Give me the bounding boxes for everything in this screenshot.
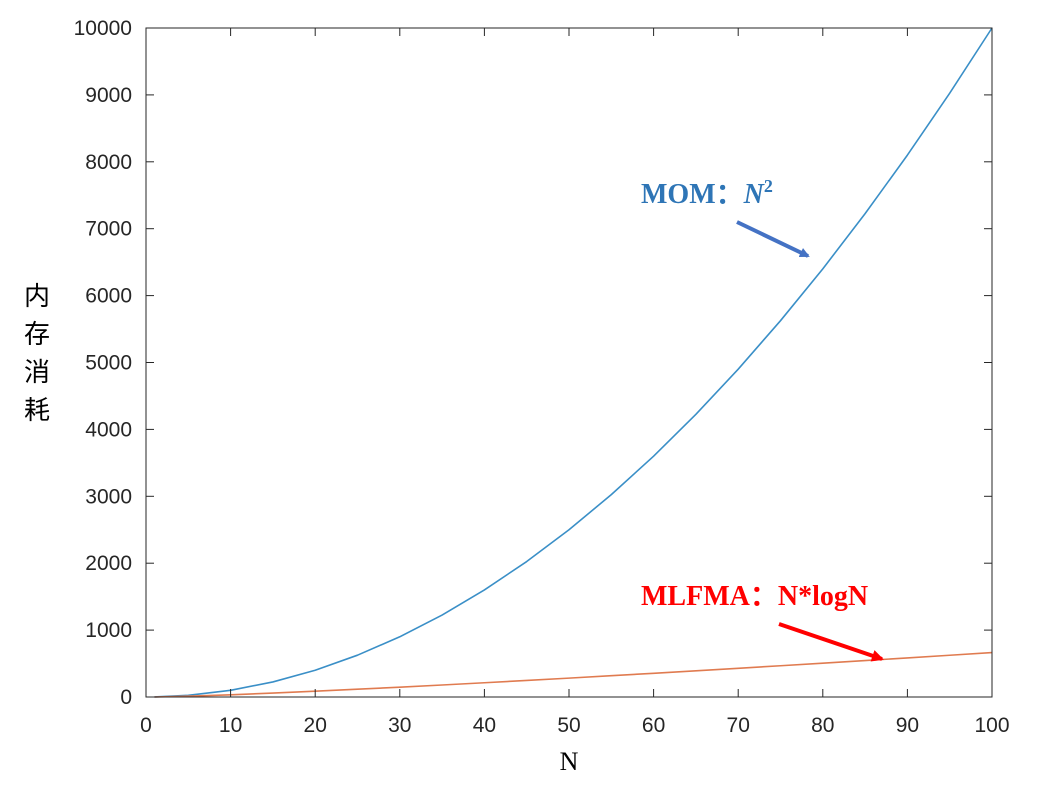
x-tick-label: 60 bbox=[642, 714, 665, 737]
x-tick-label: 80 bbox=[811, 714, 834, 737]
y-tick-label: 0 bbox=[120, 686, 132, 709]
x-tick-label: 20 bbox=[304, 714, 327, 737]
ticks-layer: 0 10 20 30 40 50 60 70 80 90 100010002000300040005… bbox=[74, 17, 1010, 737]
y-tick-label: 9000 bbox=[85, 84, 132, 107]
series-layer bbox=[154, 27, 993, 698]
x-axis-label: N bbox=[560, 747, 579, 776]
y-tick-label: 7000 bbox=[85, 218, 132, 241]
annotation-mom: MOM：N2 bbox=[641, 176, 810, 258]
x-tick-label: 50 bbox=[557, 714, 580, 737]
y-tick-label: 1000 bbox=[85, 619, 132, 642]
x-tick-label: 70 bbox=[727, 714, 750, 737]
y-tick-label: 5000 bbox=[85, 352, 132, 375]
y-tick-label: 10000 bbox=[74, 17, 132, 40]
annotation-mom-superscript: 2 bbox=[764, 176, 773, 196]
y-tick-label: 4000 bbox=[85, 418, 132, 441]
series-line-1 bbox=[154, 651, 993, 698]
x-tick-label: 10 bbox=[219, 714, 242, 737]
y-tick-label: 3000 bbox=[85, 485, 132, 508]
x-tick-label: 100 bbox=[974, 714, 1009, 737]
y-tick-label: 8000 bbox=[85, 151, 132, 174]
x-tick-label: 30 bbox=[388, 714, 411, 737]
annotation-mlfma-label: MLFMA：N*logN bbox=[641, 581, 868, 612]
annotation-mom-math: N bbox=[743, 179, 766, 210]
y-tick-label: 2000 bbox=[85, 552, 132, 575]
annotation-mlfma: MLFMA：N*logN bbox=[641, 581, 884, 662]
x-tick-label: 0 bbox=[140, 714, 152, 737]
x-tick-label: 40 bbox=[473, 714, 496, 737]
annotation-mlfma-arrow bbox=[778, 622, 884, 662]
y-tick-label: 6000 bbox=[85, 285, 132, 308]
annotation-mom-arrow bbox=[736, 220, 810, 258]
x-tick-label: 90 bbox=[896, 714, 919, 737]
series-line-0 bbox=[154, 27, 993, 698]
y-axis-label: 内存消耗 bbox=[24, 282, 50, 426]
annotation-mom-label: MOM：N2 bbox=[641, 176, 773, 210]
